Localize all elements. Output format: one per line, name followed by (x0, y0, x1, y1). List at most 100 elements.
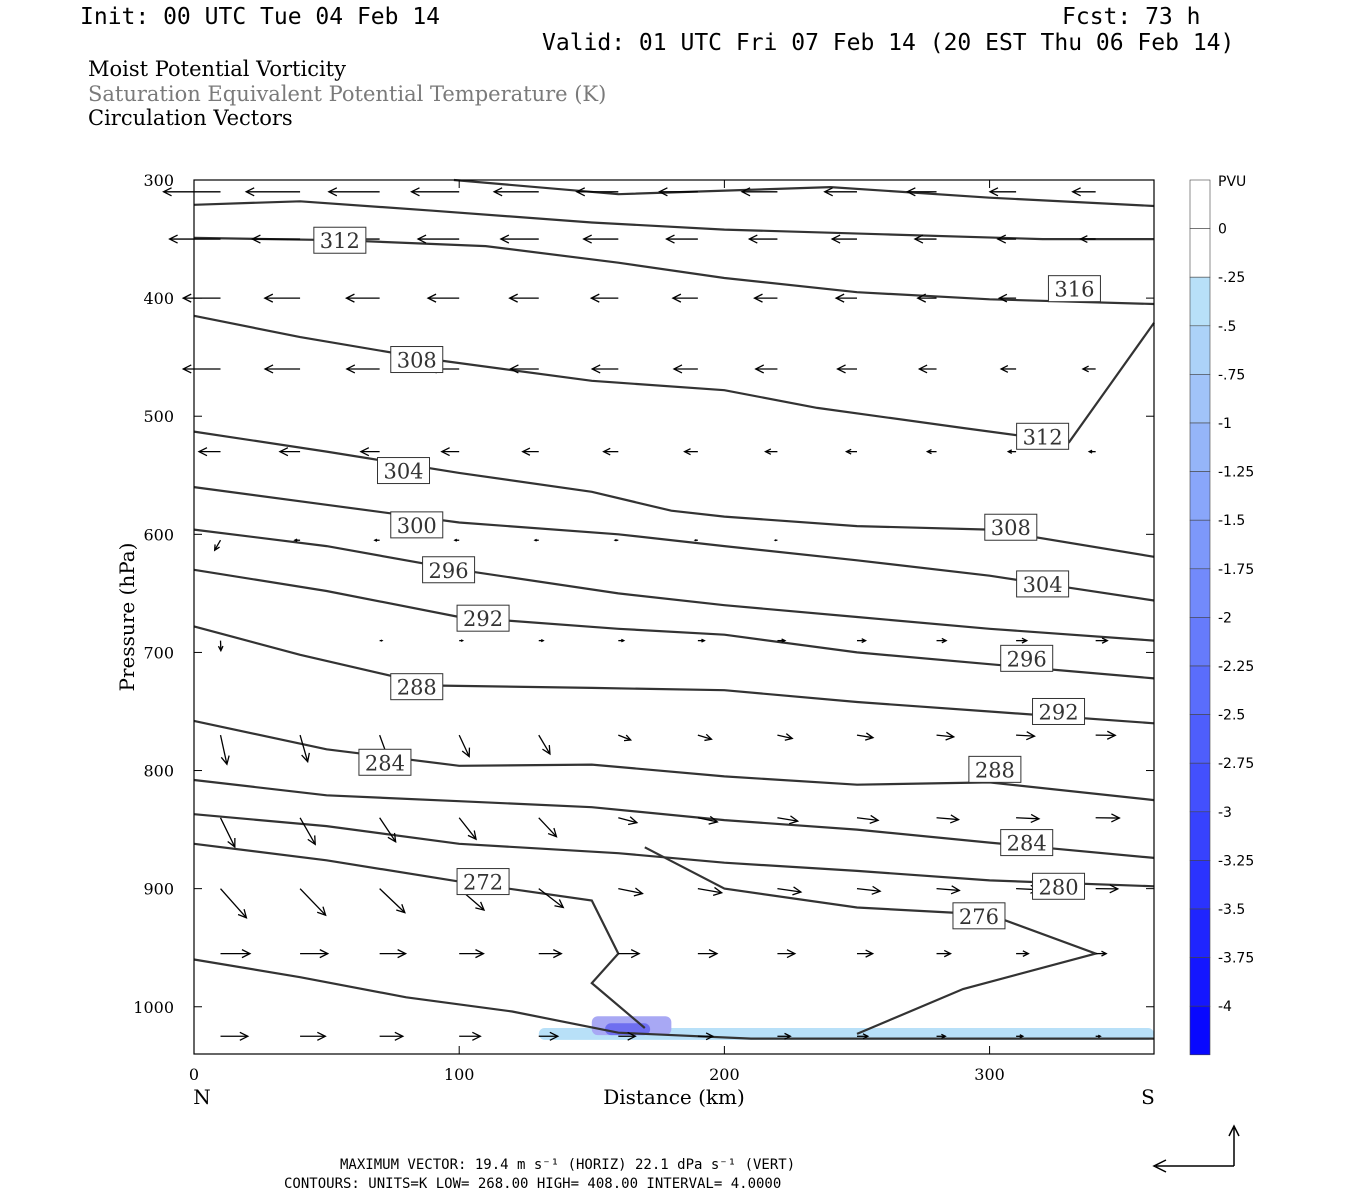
colorbar-label: -.75 (1218, 367, 1245, 383)
circulation-vector (1016, 813, 1041, 824)
svg-text:304: 304 (1023, 573, 1063, 597)
circulation-vector (508, 364, 539, 374)
circulation-vector (618, 949, 641, 959)
circulation-vector (999, 365, 1017, 373)
circulation-vector (459, 639, 465, 642)
colorbar-bin (1189, 762, 1211, 813)
circulation-vector (589, 293, 619, 303)
contour-label: 292 (456, 604, 510, 632)
circulation-vector (538, 949, 563, 959)
circulation-vector (410, 187, 460, 197)
circulation-vector (754, 364, 778, 374)
circulation-vector (936, 1033, 947, 1039)
circulation-vector (244, 187, 301, 197)
colorbar-label: -1.75 (1218, 562, 1254, 578)
svg-text:308: 308 (991, 516, 1031, 540)
circulation-vector (379, 888, 406, 914)
circulation-vector (913, 234, 937, 244)
colorbar-label: -3 (1218, 805, 1232, 821)
circulation-vector (1095, 637, 1109, 644)
colorbar-bin (1189, 325, 1211, 375)
circulation-vector (379, 817, 397, 843)
circulation-vector (219, 817, 236, 849)
colorbar-label: -3.75 (1218, 951, 1254, 967)
circulation-vector (618, 887, 644, 897)
circulation-vector (213, 539, 222, 552)
colorbar-bin (1189, 471, 1211, 521)
circulation-vector (538, 817, 558, 838)
contour-label: 308 (390, 346, 444, 374)
axis-ticks: 300 400 500 600 700 800 900 1000 0 100 200 300 (133, 171, 1154, 1084)
svg-text:312: 312 (1023, 425, 1063, 449)
circulation-vector (575, 187, 619, 197)
circulation-vector (197, 447, 221, 457)
svg-text:296: 296 (1007, 647, 1047, 671)
circulation-vector (618, 1031, 637, 1041)
circulation-vector (917, 364, 937, 374)
y-tick-label: 600 (143, 525, 174, 544)
isentrope-line (193, 719, 1155, 802)
circulation-vector (217, 640, 224, 653)
circulation-vector (538, 1031, 560, 1041)
circulation-vector (1016, 731, 1036, 741)
circulation-vector (538, 888, 565, 909)
svg-text:316: 316 (1054, 278, 1094, 302)
isentrope-line (193, 528, 1155, 642)
circulation-vector (936, 814, 960, 824)
circulation-vector (905, 187, 937, 197)
y-tick-label: 1000 (133, 998, 174, 1017)
colorbar-label: -2.5 (1218, 708, 1245, 724)
colorbar-bin (1189, 714, 1211, 764)
circulation-vector (521, 447, 539, 456)
contour-label: 296 (422, 556, 476, 584)
colorbar-bin (1189, 374, 1211, 424)
field-title-vectors: Circulation Vectors (88, 106, 293, 130)
circulation-vector (613, 538, 619, 542)
circulation-vector (657, 187, 698, 197)
circulation-vector (299, 817, 316, 846)
circulation-vector (671, 293, 698, 303)
circulation-vector (181, 364, 221, 374)
circulation-vector (1071, 187, 1096, 197)
circulation-vector (1016, 1034, 1025, 1039)
circulation-vector (499, 234, 539, 244)
circulation-vector (345, 364, 380, 374)
colorbar-bin (1189, 568, 1211, 618)
circulation-vector (618, 816, 639, 826)
svg-text:276: 276 (959, 905, 999, 929)
circulation-vector (996, 234, 1017, 244)
isentrope-line (193, 625, 1155, 725)
svg-text:284: 284 (1007, 832, 1047, 856)
contour-label: 284 (1000, 829, 1054, 857)
isentrope-line (193, 778, 1155, 859)
circulation-vector (697, 815, 719, 825)
circulation-vector (220, 949, 252, 959)
circulation-vector (327, 187, 380, 197)
circulation-vector (844, 448, 857, 455)
plot-frame (193, 179, 1155, 1055)
y-tick-label: 400 (143, 289, 174, 308)
circulation-vector (1095, 1034, 1102, 1038)
valid-time: Valid: 01 UTC Fri 07 Feb 14 (20 EST Thu … (542, 30, 1235, 56)
circulation-vector (426, 293, 460, 303)
circulation-vector (997, 293, 1017, 303)
isentrope-line (193, 568, 1155, 680)
colorbar-bin (1189, 276, 1211, 327)
circulation-vector (753, 293, 778, 303)
colorbar-bin (1189, 519, 1211, 570)
circulation-vector (830, 234, 857, 244)
circulation-vector (299, 734, 310, 764)
contour-label: 296 (1000, 644, 1054, 672)
circulation-vector (856, 885, 882, 895)
circulation-vector (459, 949, 485, 959)
reference-vector-icon (1152, 1124, 1240, 1173)
svg-text:288: 288 (975, 758, 1015, 782)
colorbar-label: -3.5 (1218, 902, 1245, 918)
circulation-vector (773, 539, 778, 542)
svg-text:312: 312 (320, 229, 360, 253)
circulation-vector (538, 734, 551, 756)
circulation-vector (300, 949, 330, 959)
colorbar-bin (1189, 665, 1211, 715)
field-title-mpv: Moist Potential Vorticity (88, 57, 346, 81)
